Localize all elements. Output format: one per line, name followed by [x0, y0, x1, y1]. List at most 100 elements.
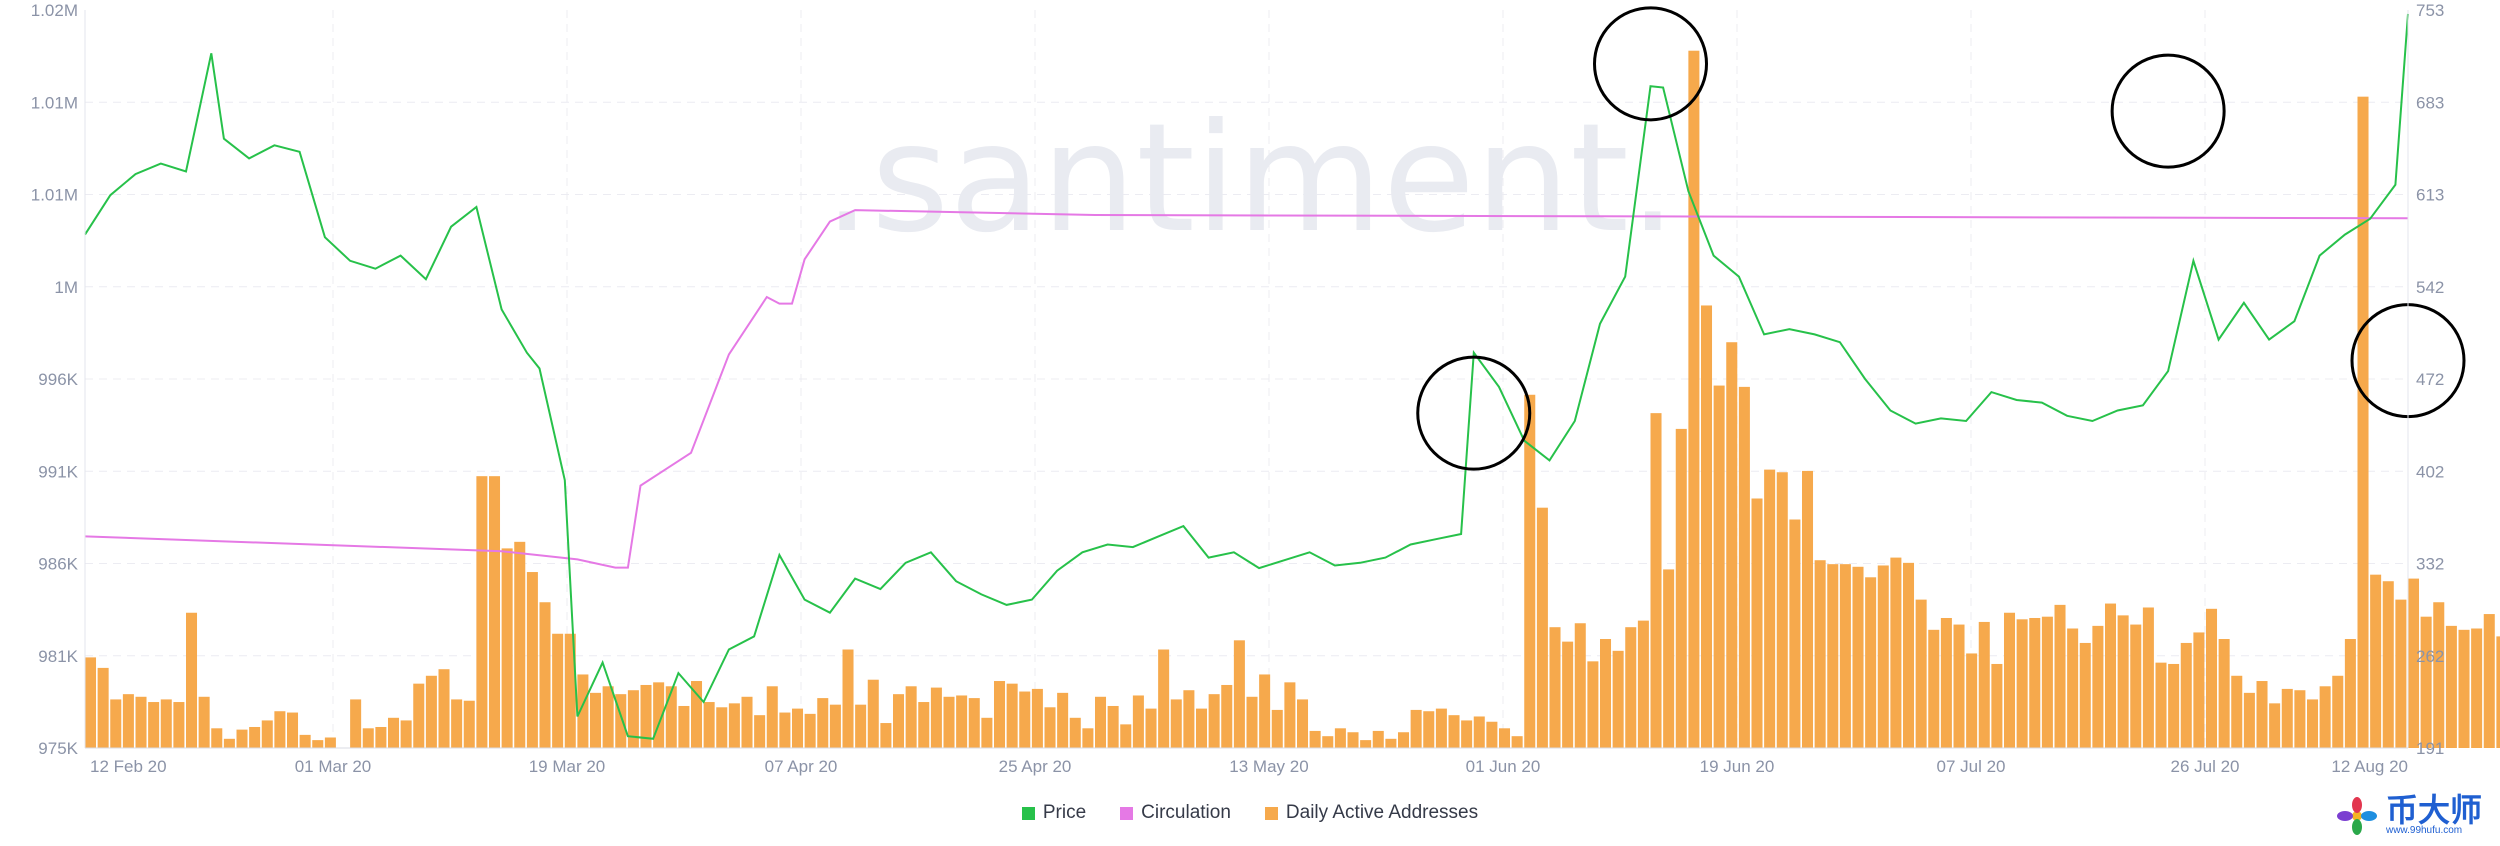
- legend-item-daily-active-addresses[interactable]: Daily Active Addresses: [1264, 802, 1479, 824]
- y-left-tick-label: 981K: [38, 647, 78, 666]
- bar-daily-active-addresses: [2420, 616, 2432, 748]
- bar-daily-active-addresses: [1713, 385, 1725, 748]
- bar-daily-active-addresses: [173, 702, 185, 748]
- bar-daily-active-addresses: [451, 699, 463, 748]
- bar-daily-active-addresses: [261, 720, 273, 748]
- bar-daily-active-addresses: [1600, 639, 1612, 748]
- bar-daily-active-addresses: [1057, 692, 1069, 748]
- bar-daily-active-addresses: [1726, 342, 1738, 748]
- bar-daily-active-addresses: [2433, 602, 2445, 748]
- bar-daily-active-addresses: [211, 728, 223, 748]
- bar-daily-active-addresses: [2105, 603, 2117, 748]
- bar-daily-active-addresses: [1827, 564, 1839, 748]
- bar-daily-active-addresses: [148, 702, 160, 748]
- bar-daily-active-addresses: [1625, 627, 1637, 748]
- bar-daily-active-addresses: [1170, 699, 1182, 748]
- bar-daily-active-addresses: [691, 681, 703, 748]
- bar-daily-active-addresses: [2168, 663, 2180, 748]
- x-tick-label: 12 Feb 20: [90, 757, 167, 776]
- bar-daily-active-addresses: [1499, 728, 1511, 748]
- bar-daily-active-addresses: [880, 723, 892, 748]
- bar-daily-active-addresses: [2408, 578, 2420, 748]
- bar-daily-active-addresses: [627, 690, 639, 748]
- bar-daily-active-addresses: [2218, 639, 2230, 748]
- y-left-tick-label: 996K: [38, 370, 78, 389]
- bar-daily-active-addresses: [2193, 632, 2205, 748]
- bar-daily-active-addresses: [1776, 472, 1788, 748]
- bar-daily-active-addresses: [703, 702, 715, 748]
- brand-logo: 币大师 www.99hufu.com: [2334, 791, 2482, 836]
- bar-daily-active-addresses: [1814, 560, 1826, 748]
- bar-daily-active-addresses: [930, 687, 942, 748]
- bar-daily-active-addresses: [804, 713, 816, 748]
- legend-swatch-circulation: [1120, 806, 1134, 820]
- bar-daily-active-addresses: [274, 711, 286, 748]
- y-right-tick-label: 472: [2416, 370, 2444, 389]
- bar-daily-active-addresses: [463, 700, 475, 748]
- bar-daily-active-addresses: [1991, 663, 2003, 748]
- bar-daily-active-addresses: [728, 703, 740, 748]
- legend-item-circulation[interactable]: Circulation: [1120, 802, 1231, 824]
- bar-daily-active-addresses: [1398, 732, 1410, 748]
- bar-daily-active-addresses: [1448, 715, 1460, 748]
- y-right-tick-label: 402: [2416, 462, 2444, 481]
- bar-daily-active-addresses: [2319, 686, 2331, 748]
- bar-daily-active-addresses: [1233, 640, 1245, 748]
- legend-label-price: Price: [1042, 802, 1087, 823]
- bar-daily-active-addresses: [766, 686, 778, 748]
- bar-daily-active-addresses: [1650, 413, 1662, 748]
- bar-daily-active-addresses: [716, 707, 728, 748]
- bar-daily-active-addresses: [1852, 566, 1864, 748]
- bar-daily-active-addresses: [476, 476, 488, 748]
- bar-daily-active-addresses: [1183, 690, 1195, 748]
- bar-daily-active-addresses: [2332, 675, 2344, 748]
- bar-daily-active-addresses: [1385, 738, 1397, 748]
- bar-daily-active-addresses: [741, 696, 753, 748]
- bar-daily-active-addresses: [1044, 707, 1056, 748]
- bar-daily-active-addresses: [678, 705, 690, 748]
- bar-daily-active-addresses: [1196, 708, 1208, 748]
- y-left-tick-label: 991K: [38, 462, 78, 481]
- bar-daily-active-addresses: [577, 674, 589, 748]
- logo-name: 币大师: [2385, 791, 2482, 829]
- bar-daily-active-addresses: [2092, 625, 2104, 748]
- axes: 1.02M 753 1.01M 683 1.01M 613 1M 542 996K 472 991K…: [31, 1, 2445, 776]
- bar-daily-active-addresses: [1271, 709, 1283, 748]
- bar-daily-active-addresses: [2370, 574, 2382, 748]
- bar-daily-active-addresses: [1145, 708, 1157, 748]
- bar-daily-active-addresses: [1511, 736, 1523, 748]
- bar-daily-active-addresses: [2294, 690, 2306, 748]
- bar-daily-active-addresses: [2496, 636, 2500, 748]
- bar-daily-active-addresses: [1473, 716, 1485, 748]
- x-tick-label: 26 Jul 20: [2171, 757, 2240, 776]
- bar-daily-active-addresses: [1688, 50, 1700, 748]
- bar-daily-active-addresses: [1562, 641, 1574, 748]
- bar-daily-active-addresses: [388, 717, 400, 748]
- bar-daily-active-addresses: [1915, 599, 1927, 748]
- bar-daily-active-addresses: [2269, 703, 2281, 748]
- legend-label-daily-active-addresses: Daily Active Addresses: [1285, 802, 1479, 823]
- y-right-tick-label: 542: [2416, 278, 2444, 297]
- bar-daily-active-addresses: [2041, 616, 2053, 748]
- bar-daily-active-addresses: [438, 669, 450, 748]
- bar-daily-active-addresses: [2307, 699, 2319, 748]
- bar-daily-active-addresses: [1675, 428, 1687, 748]
- bar-daily-active-addresses: [350, 699, 362, 748]
- bar-daily-active-addresses: [1587, 661, 1599, 748]
- y-left-tick-label: 975K: [38, 739, 78, 758]
- bar-daily-active-addresses: [653, 682, 665, 748]
- bar-daily-active-addresses: [1246, 696, 1258, 748]
- bar-daily-active-addresses: [1019, 691, 1031, 748]
- legend-item-price[interactable]: Price: [1021, 802, 1087, 824]
- bar-daily-active-addresses: [2281, 688, 2293, 748]
- bar-daily-active-addresses: [1940, 617, 1952, 748]
- bar-daily-active-addresses: [2155, 662, 2167, 748]
- flower-icon: [2336, 796, 2377, 835]
- bar-daily-active-addresses: [1410, 709, 1422, 748]
- bar-daily-active-addresses: [2054, 604, 2066, 748]
- bar-daily-active-addresses: [754, 715, 766, 748]
- bar-daily-active-addresses: [905, 686, 917, 748]
- bar-daily-active-addresses: [552, 633, 564, 748]
- bar-daily-active-addresses: [2256, 681, 2268, 748]
- bar-daily-active-addresses: [2445, 625, 2457, 748]
